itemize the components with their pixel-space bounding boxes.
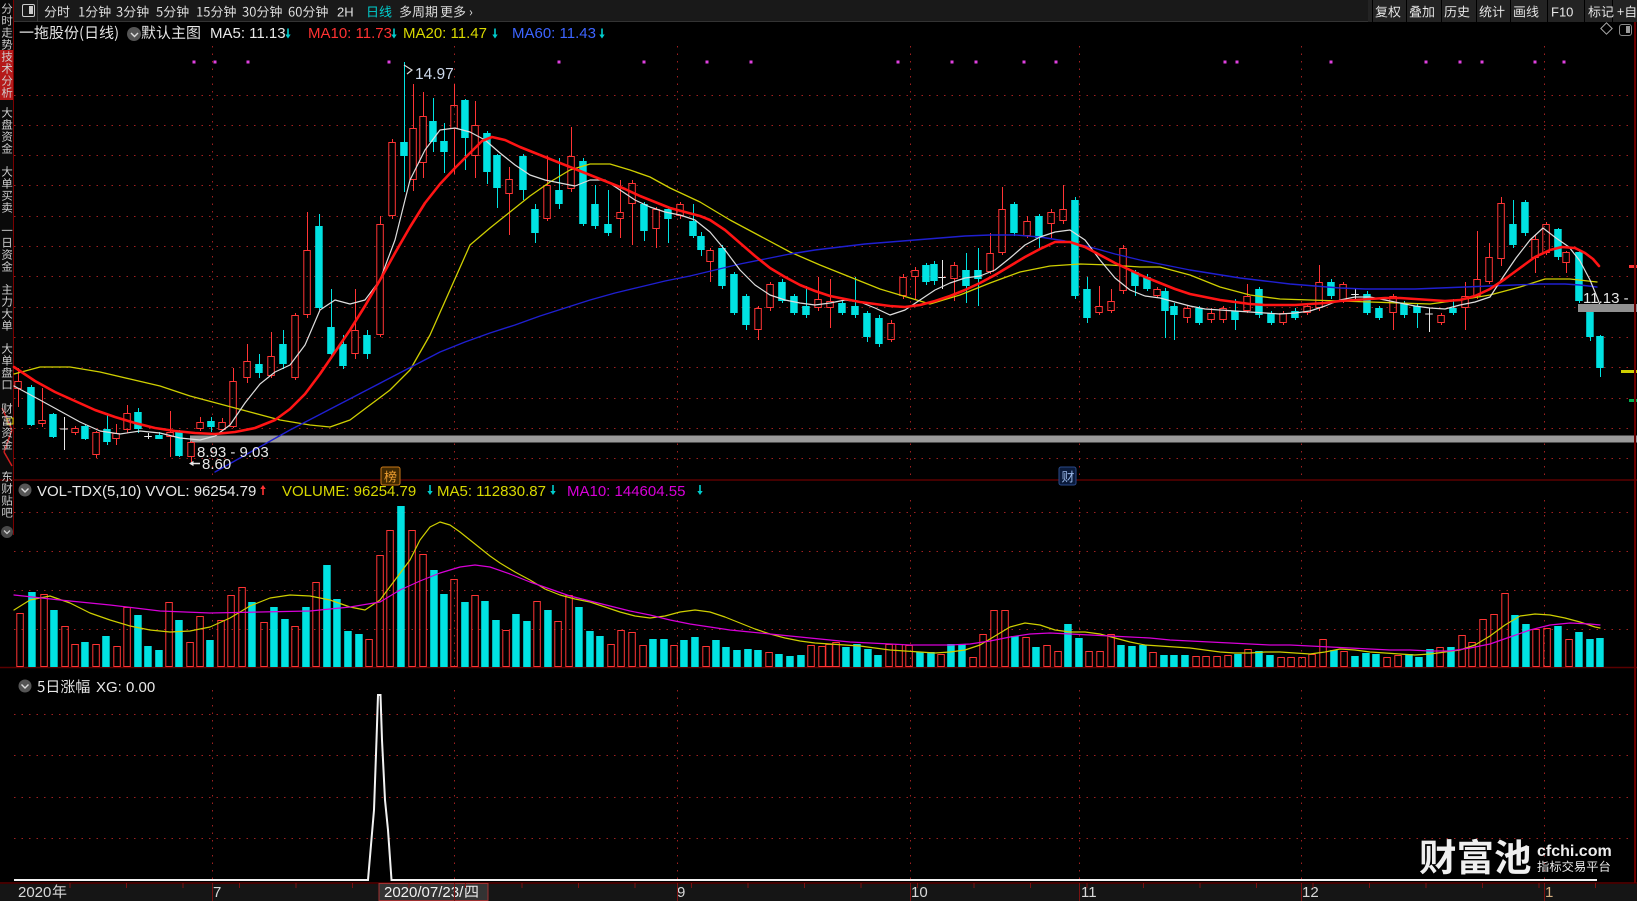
svg-text:12: 12	[1302, 884, 1319, 901]
svg-text:11: 11	[1081, 884, 1097, 901]
svg-text:F10: F10	[1551, 5, 1573, 20]
svg-text:2020/07/23/: 2020/07/23/	[384, 884, 464, 901]
svg-text:VOL-TDX(5,10) VVOL: 96254.79: VOL-TDX(5,10) VVOL: 96254.79	[37, 483, 256, 500]
svg-text:2020: 2020	[18, 884, 51, 901]
svg-text:1: 1	[1545, 884, 1553, 901]
svg-text:2H: 2H	[337, 5, 354, 20]
svg-text:11.13 -: 11.13 -	[1583, 290, 1629, 307]
svg-text:MA10: 144604.55: MA10: 144604.55	[567, 483, 685, 500]
svg-text:MA20: 11.47: MA20: 11.47	[403, 25, 487, 42]
svg-text:9: 9	[677, 884, 685, 901]
svg-text:cfchi.com: cfchi.com	[1537, 843, 1612, 860]
svg-text:8.93 - 9.03: 8.93 - 9.03	[197, 444, 269, 461]
svg-text:MA5: 11.13: MA5: 11.13	[210, 25, 286, 42]
svg-text:XG: 0.00: XG: 0.00	[96, 679, 155, 696]
svg-text:8.60: 8.60	[202, 456, 231, 473]
svg-text:MA10: 11.73: MA10: 11.73	[308, 25, 392, 42]
svg-text:MA60: 11.43: MA60: 11.43	[512, 25, 596, 42]
svg-text:7: 7	[213, 884, 221, 901]
svg-text:VOLUME: 96254.79: VOLUME: 96254.79	[282, 483, 416, 500]
svg-text:MA5: 112830.87: MA5: 112830.87	[437, 483, 546, 500]
svg-text:10: 10	[911, 884, 928, 901]
svg-text:14.97: 14.97	[415, 66, 454, 83]
